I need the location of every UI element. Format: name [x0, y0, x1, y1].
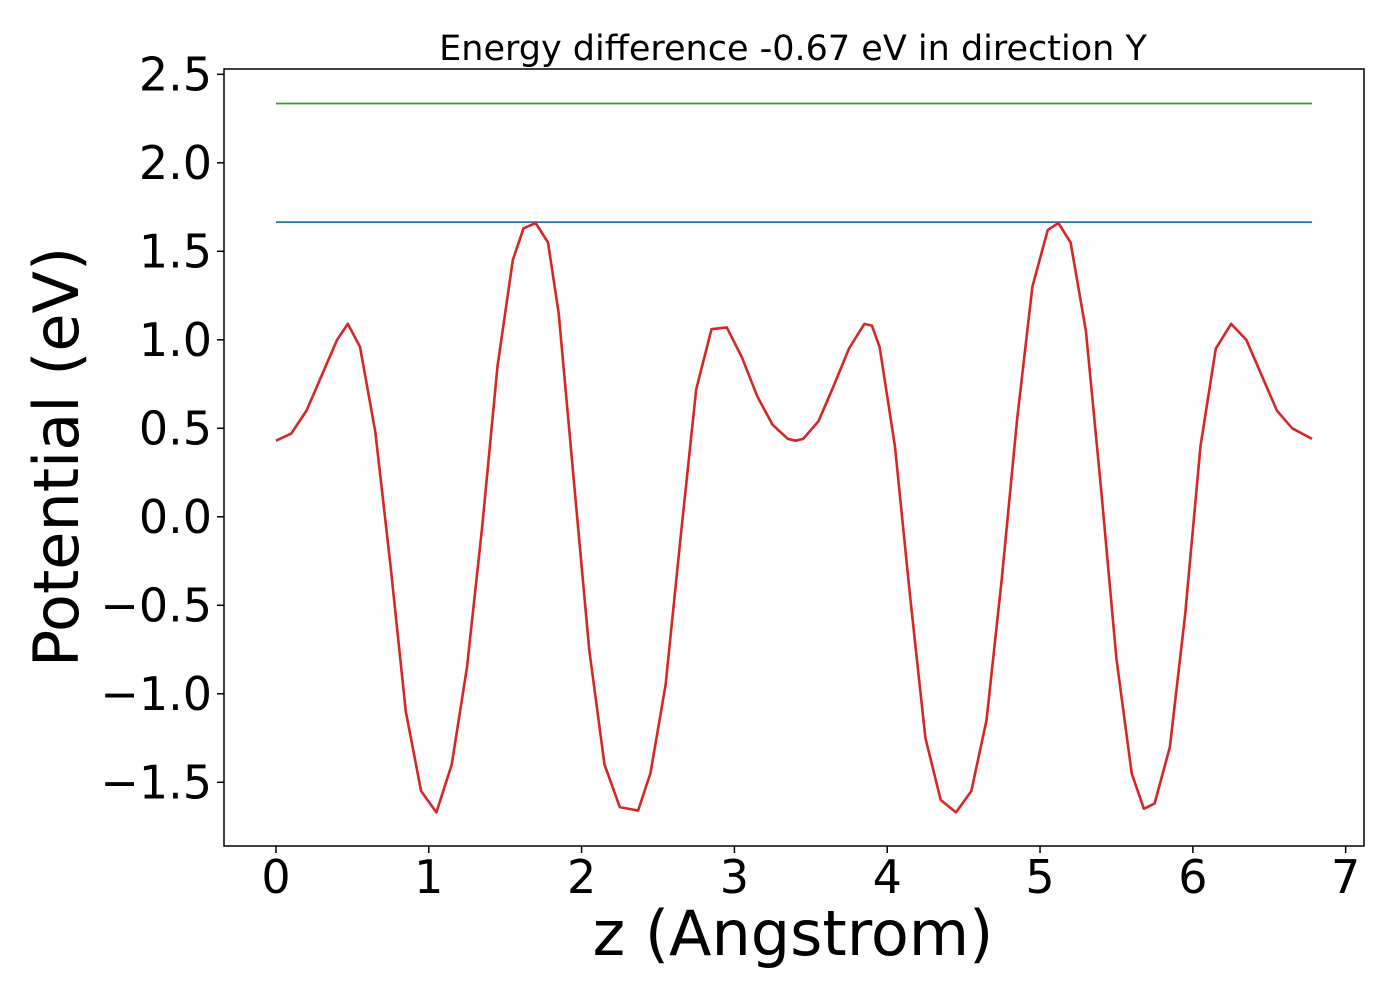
plot-frame: [223, 68, 1365, 847]
x-tick-label: 1: [414, 850, 443, 904]
series-line-2: [275, 221, 1313, 814]
y-tick-label: 2.0: [139, 136, 212, 190]
x-tick-label: 4: [873, 850, 902, 904]
x-tick-label: 6: [1178, 850, 1207, 904]
y-tick-label: 0.5: [139, 401, 212, 455]
x-tick-label: 2: [567, 850, 596, 904]
x-axis-ticks: 0 1 2 3 4 5 6 7: [261, 846, 1360, 904]
chart-title: Energy difference -0.67 eV in direction …: [439, 29, 1147, 69]
y-tick-label: −1.0: [100, 667, 212, 721]
y-tick-label: 1.5: [139, 224, 212, 278]
y-tick-label: 1.0: [139, 313, 212, 367]
plot-series: [275, 102, 1313, 814]
x-tick-label: 5: [1025, 850, 1054, 904]
y-tick-label: 2.5: [139, 47, 212, 101]
x-tick-label: 7: [1331, 850, 1360, 904]
y-axis-ticks: −1.5 −1.0 −0.5 0.0 0.5 1.0 1.5 2.0 2.5: [100, 47, 224, 809]
x-axis-label: z (Angstrom): [593, 897, 994, 970]
y-tick-label: −1.5: [100, 755, 212, 809]
y-tick-label: 0.0: [139, 490, 212, 544]
y-tick-label: −0.5: [100, 578, 212, 632]
x-tick-label: 0: [261, 850, 290, 904]
x-tick-label: 3: [720, 850, 749, 904]
y-axis-label: Potential (eV): [20, 247, 93, 667]
